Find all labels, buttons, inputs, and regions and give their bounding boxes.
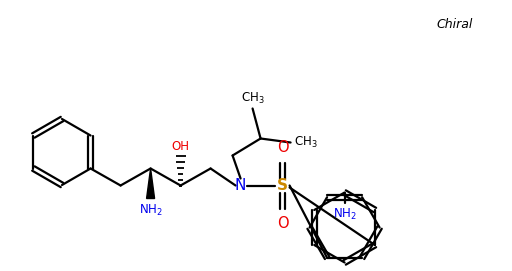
Text: OH: OH (172, 140, 189, 153)
Text: Chiral: Chiral (437, 18, 473, 31)
Polygon shape (146, 169, 155, 198)
Text: NH$_2$: NH$_2$ (139, 202, 162, 218)
Text: CH$_3$: CH$_3$ (293, 135, 317, 150)
Text: O: O (277, 217, 288, 231)
Text: O: O (277, 140, 288, 154)
Text: CH$_3$: CH$_3$ (241, 91, 264, 105)
Text: N: N (235, 178, 246, 193)
Text: S: S (277, 178, 288, 193)
Text: NH$_2$: NH$_2$ (333, 207, 356, 222)
